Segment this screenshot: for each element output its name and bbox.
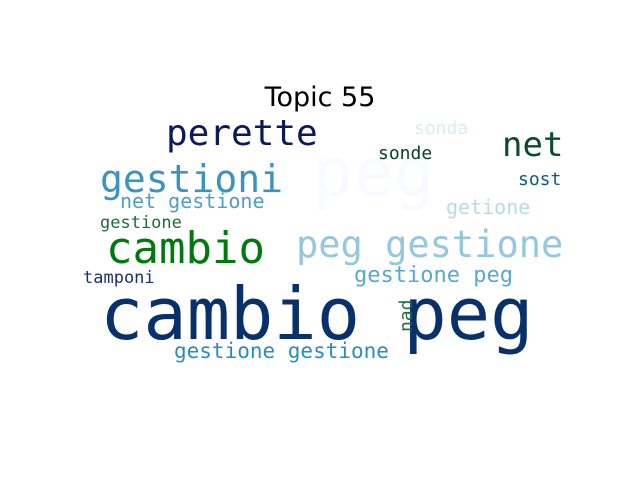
cloud-word: gestioni (100, 157, 284, 201)
cloud-word: net gestione (120, 189, 265, 213)
cloud-word: sonda (414, 118, 469, 139)
cloud-word: sonde (378, 143, 433, 164)
cloud-word: getione (446, 195, 531, 219)
cloud-word: gestione (100, 213, 182, 233)
cloud-word: tamponi (83, 268, 155, 288)
cloud-word: peg (312, 134, 435, 213)
chart-title: Topic 55 (264, 82, 376, 113)
cloud-word: peg gestione (296, 223, 564, 266)
cloud-word: gestione peg (354, 263, 513, 288)
cloud-word: nad (396, 299, 417, 332)
cloud-word: net (502, 125, 564, 165)
cloud-word: cambio peg (100, 272, 534, 356)
cloud-word: sost (518, 169, 562, 190)
cloud-word: perette (166, 113, 318, 154)
cloud-word: cambio (106, 223, 265, 274)
cloud-word: gestione gestione (174, 339, 389, 363)
